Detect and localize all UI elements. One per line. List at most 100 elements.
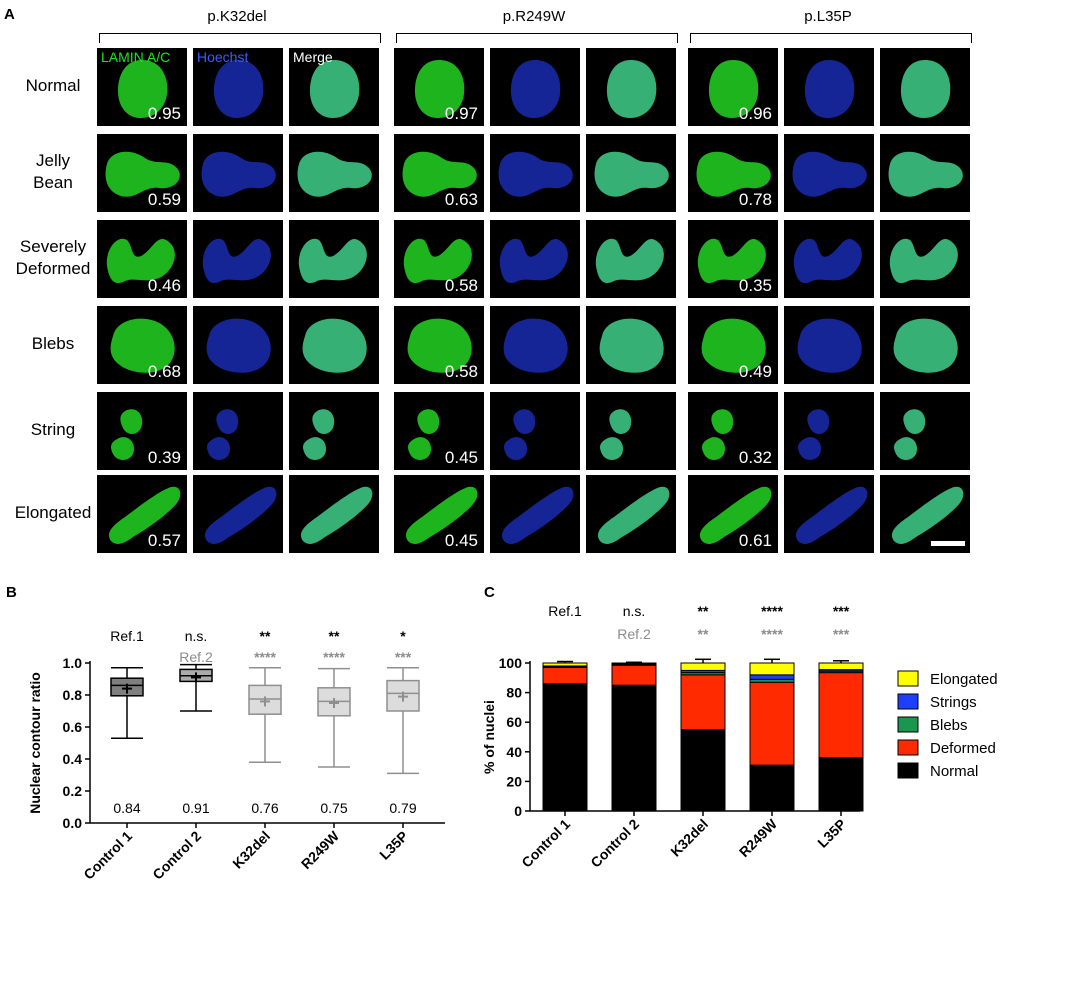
bar-segment-elongated [611, 662, 657, 665]
y-tick-label: 0.4 [63, 751, 83, 767]
mean-value-label: 0.84 [113, 800, 140, 816]
y-tick-label: 100 [499, 655, 523, 671]
micrograph-tile [193, 475, 283, 553]
y-tick-label: 20 [506, 773, 522, 789]
bar-segment-normal [680, 729, 726, 812]
nucleus-image [702, 409, 734, 460]
nucleus-shape [888, 151, 963, 197]
nucleus-shape [207, 409, 239, 460]
micrograph-tile [880, 475, 970, 553]
nucleus-shape [900, 60, 951, 118]
bar-segment-elongated [749, 662, 795, 676]
contour-ratio: 0.95 [147, 104, 181, 123]
micrograph-tile [586, 48, 676, 126]
micrograph-tile [880, 392, 970, 470]
nucleus-shape [300, 486, 373, 544]
nucleus-shape [606, 60, 657, 118]
micrograph-tile [784, 48, 874, 126]
bar-segment-elongated [542, 662, 588, 667]
row-label-line: String [30, 420, 76, 439]
nucleus-image [804, 60, 855, 118]
row-label: String [8, 419, 98, 441]
panel-letter-a: A [4, 6, 15, 23]
micrograph-tile: 0.61 [688, 475, 778, 553]
bar-segment-strings [749, 674, 795, 680]
nucleus-shape [403, 238, 472, 284]
contour-ratio: 0.63 [444, 190, 478, 209]
bar-segment-normal [542, 683, 588, 812]
nucleus-shape [106, 238, 175, 284]
nucleus-shape [309, 60, 360, 118]
row-label: Elongated [8, 502, 98, 524]
contour-ratio: 0.49 [738, 362, 772, 381]
nucleus-shape [795, 486, 868, 544]
contour-ratio: 0.32 [738, 448, 772, 467]
micrograph-panel: A p.K32del p.R249W p.L35P Normal 0.95 LAMIN … [4, 6, 972, 553]
legend-swatch [897, 670, 919, 687]
micrograph-tile [193, 392, 283, 470]
nucleus-image [302, 318, 367, 373]
nucleus-shape [793, 238, 862, 284]
x-category-label: R249W [736, 815, 781, 860]
micrograph-tile: 0.35 [688, 220, 778, 298]
significance-primary: ** [698, 603, 709, 619]
channel-label: Merge [293, 49, 333, 65]
micrograph-tile: 0.68 [97, 306, 187, 384]
bar-segment-deformed [542, 666, 588, 685]
nucleus-image [206, 318, 271, 373]
nucleus-shape [499, 238, 568, 284]
contour-ratio: 0.61 [738, 531, 772, 550]
group-title: p.R249W [502, 8, 566, 25]
row-label: Blebs [8, 333, 98, 355]
scale-bar [931, 541, 965, 546]
nucleus-image [309, 60, 360, 118]
micrograph-tile: 0.95 LAMIN A/C [97, 48, 187, 126]
significance-primary: *** [833, 603, 850, 619]
nucleus-image [501, 486, 574, 544]
legend-swatch [897, 716, 919, 733]
micrograph-tile [490, 220, 580, 298]
significance-primary: ** [329, 628, 340, 644]
nucleus-image [105, 151, 180, 197]
bar-segment-normal [749, 764, 795, 812]
micrograph-tile [784, 220, 874, 298]
nucleus-shape [408, 409, 440, 460]
micrograph-tile [586, 392, 676, 470]
nucleus-image [797, 318, 862, 373]
row-label-line: Deformed [15, 259, 91, 278]
nucleus-shape [893, 318, 958, 373]
legend-swatch [897, 693, 919, 710]
mean-value-label: 0.76 [251, 800, 278, 816]
row-label-line: Normal [25, 76, 81, 95]
x-category-label: K32del [667, 816, 711, 860]
micrograph-tile: 0.39 [97, 392, 187, 470]
nucleus-shape [407, 318, 472, 373]
significance-secondary: *** [833, 626, 850, 642]
contour-ratio: 0.58 [444, 362, 478, 381]
significance-secondary: Ref.2 [179, 649, 213, 665]
micrograph-tile [289, 134, 379, 212]
contour-ratio: 0.78 [738, 190, 772, 209]
nucleus-image [111, 409, 143, 460]
micrograph-tile: 0.32 [688, 392, 778, 470]
row-label: Severely Deformed [8, 236, 98, 280]
stacked-bar-chart: C 0 20 40 60 80 100 % of nuclei Ref.1 Control 1 n.… [481, 584, 998, 871]
bar-segment-deformed [749, 681, 795, 766]
micrograph-tile [586, 220, 676, 298]
legend-label: Blebs [930, 717, 968, 734]
group-bracket [690, 33, 972, 43]
nucleus-image [894, 409, 926, 460]
micrograph-tile [784, 475, 874, 553]
y-axis-title: % of nuclei [481, 700, 497, 774]
nucleus-image [708, 60, 759, 118]
x-category-label: Control 1 [80, 828, 135, 883]
nucleus-shape [414, 60, 465, 118]
micrograph-tile [490, 475, 580, 553]
nucleus-shape [697, 238, 766, 284]
nucleus-image [213, 60, 264, 118]
micrograph-tile [586, 134, 676, 212]
micrograph-tile: Merge [289, 48, 379, 126]
significance-primary: * [400, 628, 406, 644]
micrograph-tile: 0.45 [394, 392, 484, 470]
micrograph-tile [880, 134, 970, 212]
